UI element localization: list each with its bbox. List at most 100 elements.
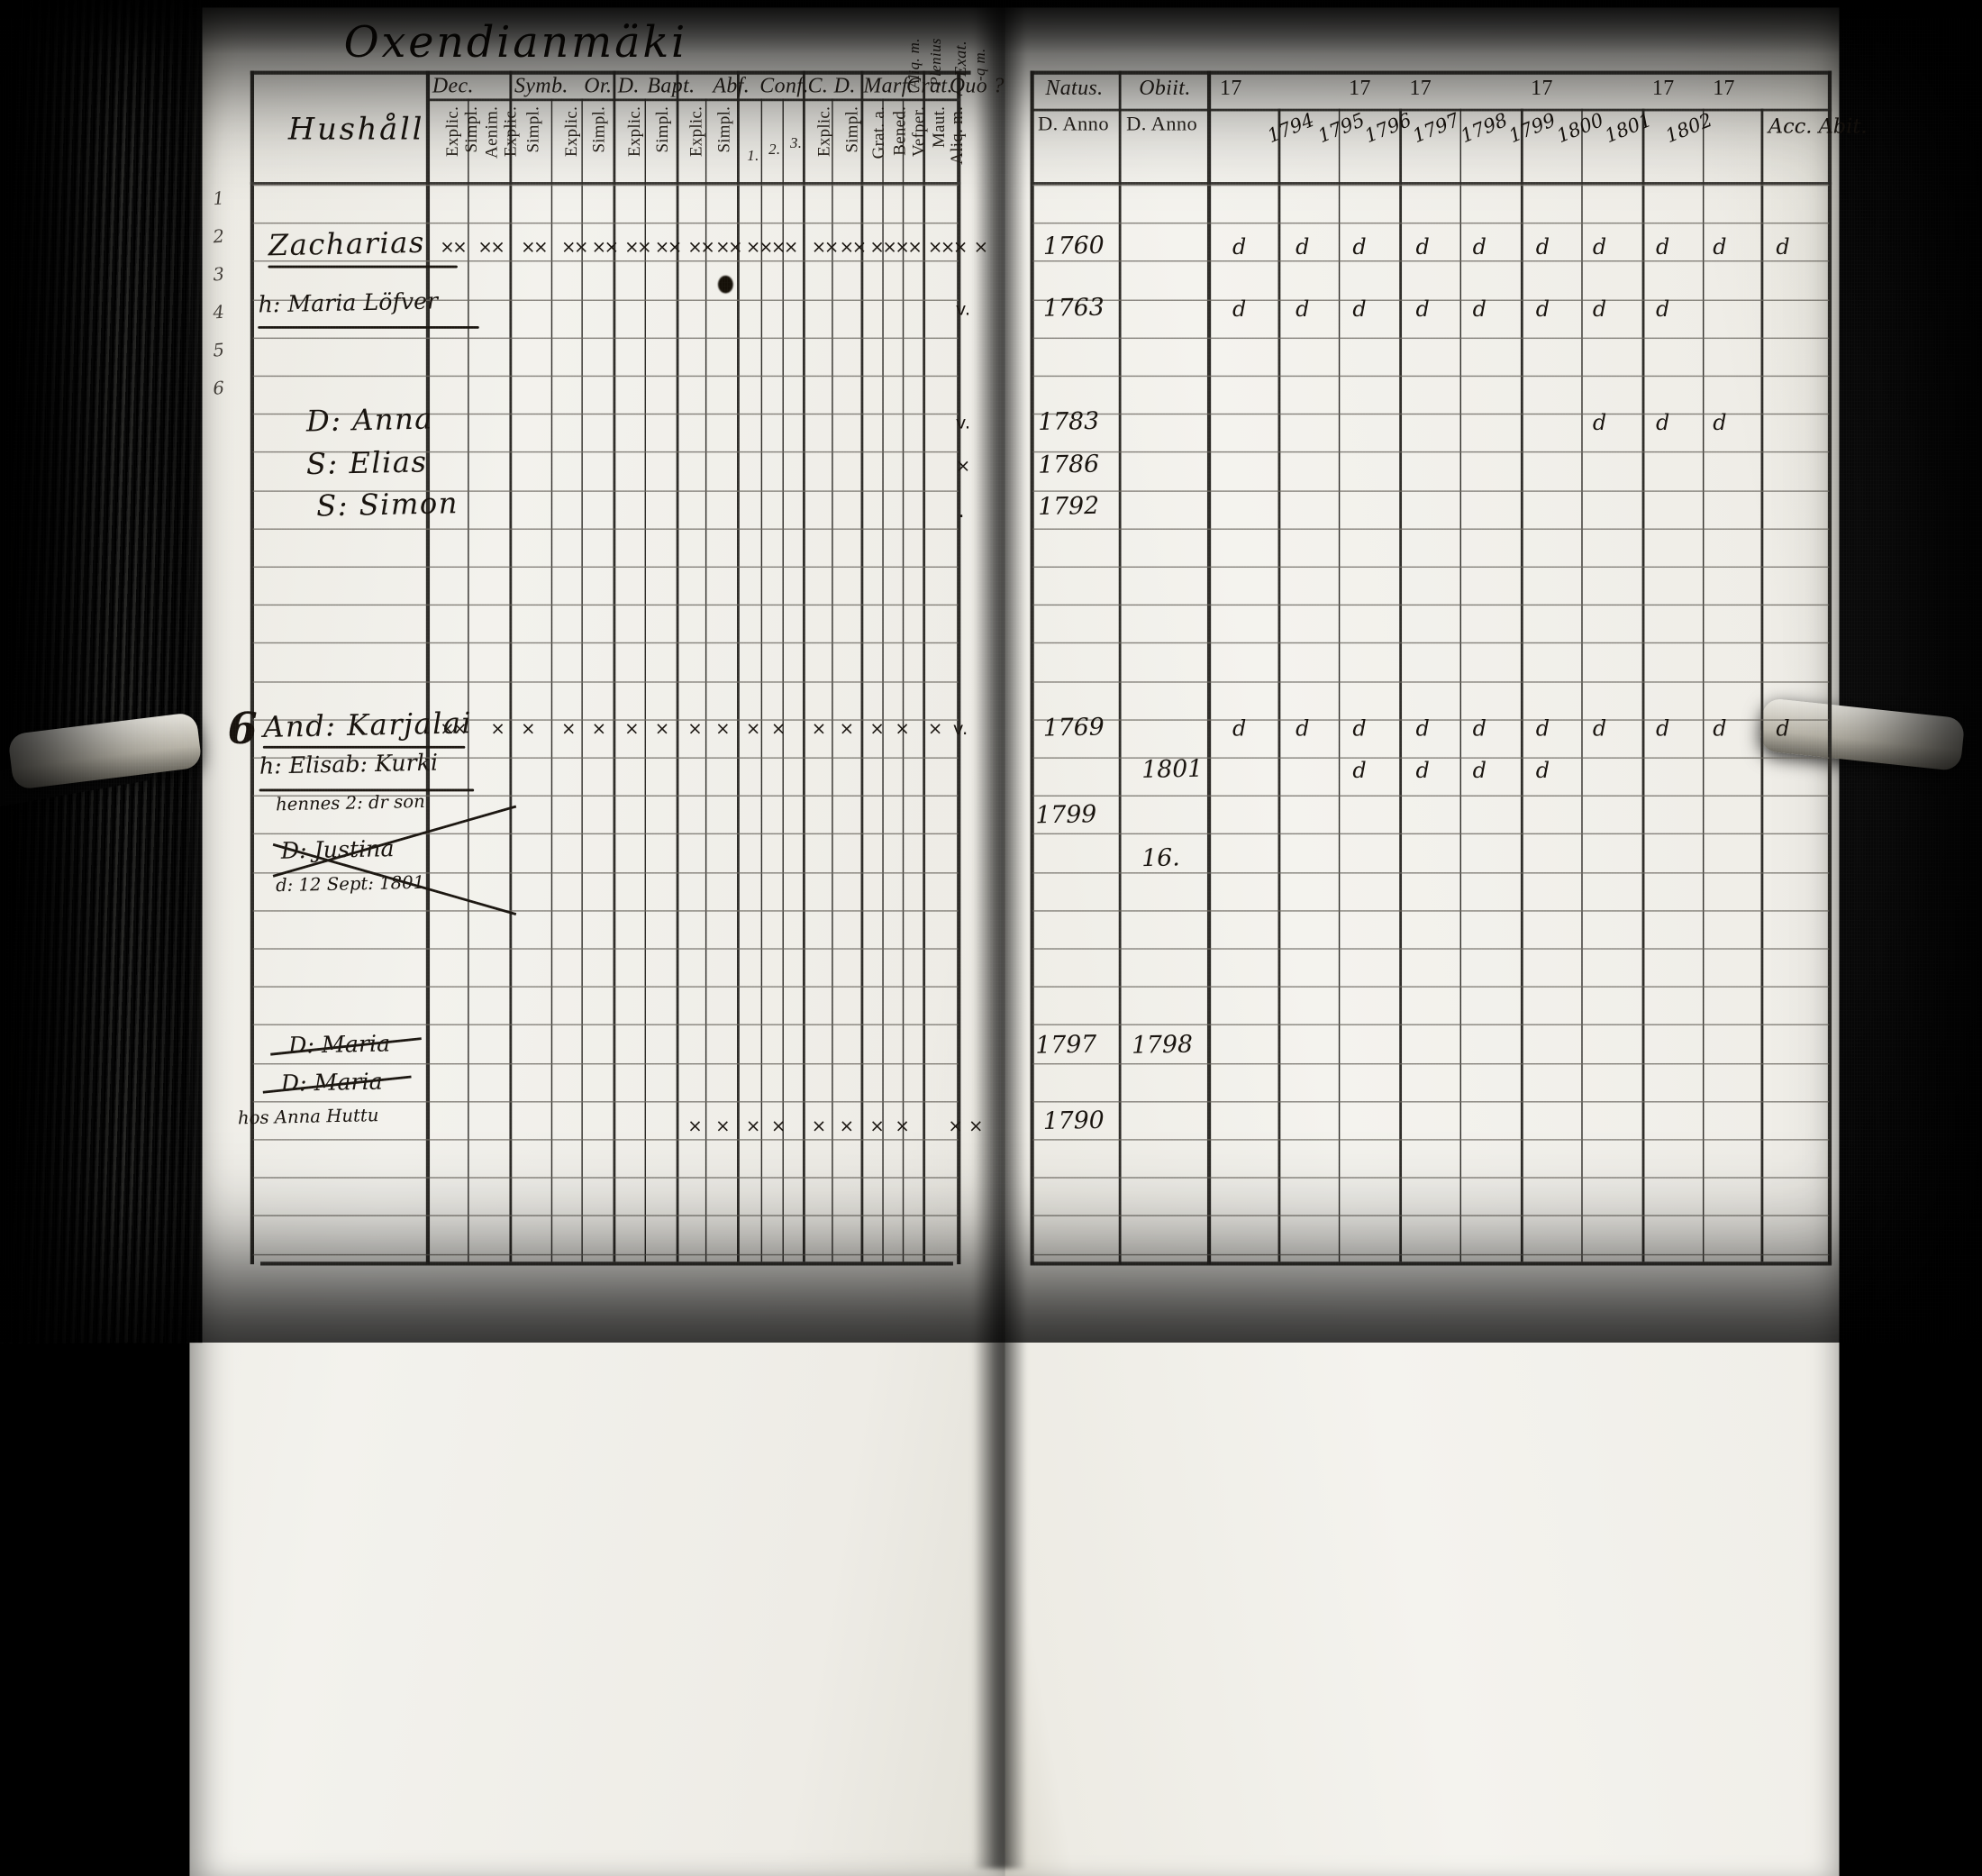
group-header-conf: Conf. [759,73,809,98]
col-div-6 [644,98,646,1262]
communion-mark: d [1776,235,1790,261]
col-div-15 [882,98,884,1262]
communion-mark: d [1352,716,1367,742]
right-col-natus [1118,70,1122,1265]
sub-cd-explic: Explic. [814,105,833,158]
natus-value: 1783 [1037,407,1100,437]
attendance-tick: × [654,719,670,740]
attendance-tick: × [440,238,455,259]
col-div-7 [676,70,679,1262]
attendance-tick: × [758,238,774,259]
natus-value: 1760 [1042,232,1105,261]
register-name: D: Anna [305,403,434,440]
right-row-rule [1032,260,1830,262]
name-underline [262,746,466,750]
natus-value: 1786 [1037,450,1100,479]
communion-mark: d [1656,296,1670,323]
col-div-17 [923,70,926,1262]
attendance-tick: × [728,238,743,259]
attendance-tick: × [715,719,731,740]
sub-dec-simpl: Simpl. [461,105,481,153]
group-header-symb: Symb. [514,73,568,98]
communion-mark: d [1352,759,1367,785]
communion-mark: d [1713,716,1727,742]
right-row-rule [1032,1139,1830,1141]
sub-conf-3: 3. [789,133,803,152]
left-register-table: Dec. Symb. Or. D. Bapt. Abf. Conf. C. D.… [250,70,1004,1272]
ink-blot [717,276,733,295]
communion-mark: d [1592,235,1607,261]
right-row-rule [1032,871,1830,873]
communion-mark: d [1296,235,1310,261]
attendance-tick: × [823,238,840,259]
right-header-natus: Natus. [1045,76,1104,100]
attendance-tick: × [745,1116,761,1137]
margin-number: 5 [212,340,225,362]
group-header-bapt: Bapt. [647,73,696,98]
margin-number: 2 [212,226,225,248]
communion-mark: d [1415,296,1430,323]
right-row-rule [1032,680,1830,683]
attendance-tick: × [624,238,640,259]
right-row-rule [1032,375,1830,378]
communion-mark: d [1296,716,1310,742]
left-row-rule [252,1100,959,1103]
natus-value: 1790 [1042,1106,1105,1135]
table-right-border [957,70,961,1265]
attendance-tick: × [440,719,455,740]
right-row-rule [1032,642,1830,644]
natus-value: 1797 [1035,1030,1097,1060]
attendance-tick-end: v. [955,299,971,320]
col-div-3 [550,98,553,1262]
communion-mark: d [1415,716,1430,742]
attendance-tick: × [604,238,620,259]
group-header-marf: Marf. [863,73,914,98]
sub-ord-simpl: Simpl. [588,105,608,153]
attendance-tick: × [624,719,640,740]
attendance-tick: × [745,238,761,259]
attendance-tick: × [927,238,943,259]
attendance-tick: × [783,238,799,259]
left-row-rule [252,298,959,301]
right-right-border [1827,70,1832,1265]
right-header-obiit-sub: D. Anno [1126,114,1198,136]
sub-ord-explic: Explic. [560,105,581,158]
header-quo-plenius: Plenius [926,38,945,87]
right-header-natus-sub: D. Anno [1037,114,1109,136]
left-row-rule [252,566,959,568]
register-name: d: 12 Sept: 1801 [275,872,425,897]
sub-bapt-simpl: Simpl. [651,105,672,153]
row-number-6: 6 [227,704,258,755]
obiit-value: 16. [1141,842,1180,872]
communion-mark: d [1713,235,1727,261]
communion-mark: d [1472,235,1486,261]
attendance-tick: × [654,238,670,259]
right-row-rule [1032,604,1830,606]
attendance-tick-end: . [958,497,965,523]
header-exat: Exat. [950,40,970,77]
register-name: hennes 2: dr son [275,792,425,816]
right-col-y5 [1520,108,1523,1262]
right-header-year-1: 17 [1219,76,1242,100]
right-header-bottom-rule [1030,182,1832,185]
attendance-tick: × [490,238,505,259]
right-row-rule [1032,833,1830,835]
sub-symb-aenim: Aenim. [481,105,501,159]
left-row-rule [252,642,959,644]
right-row-rule [1032,298,1830,301]
name-column-header: Hushåll [287,111,425,147]
attendance-tick: × [452,719,468,740]
left-row-rule [252,909,959,912]
communion-mark: d [1656,235,1670,261]
sub-abf-explic: Explic. [686,105,705,158]
left-row-rule [252,184,959,187]
right-row-rule [1032,489,1830,492]
right-col-y3 [1399,108,1403,1262]
margin-number: 4 [212,302,225,324]
left-row-rule [252,1139,959,1141]
attendance-tick: × [687,238,703,259]
right-row-rule [1032,184,1830,187]
attendance-tick: × [452,238,468,259]
left-row-rule [252,680,959,683]
